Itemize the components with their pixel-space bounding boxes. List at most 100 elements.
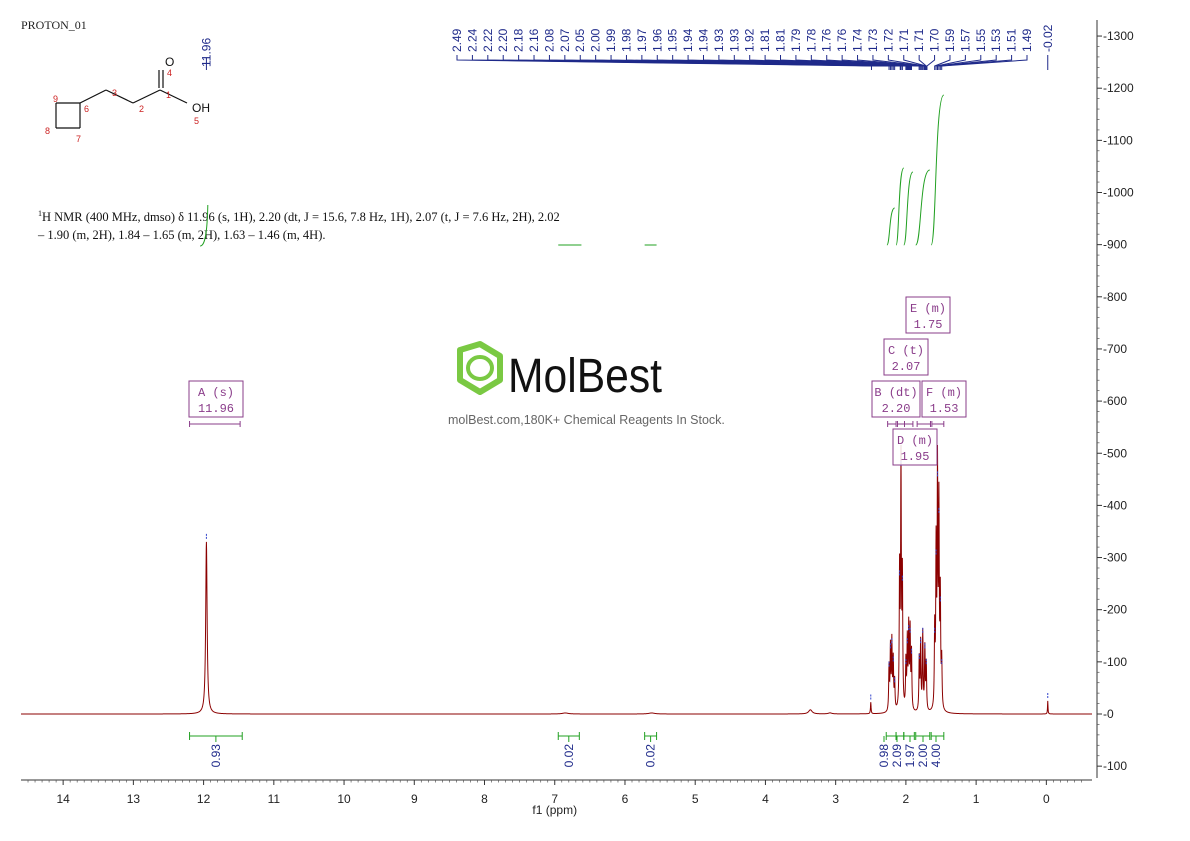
peak-label: 2.05 [573,28,587,52]
peak-label: 2.22 [481,28,495,52]
atom-number-9: 9 [53,94,58,104]
integral-value: 0.02 [644,744,658,768]
y-tick-label: -300 [1103,551,1127,565]
atom-number-5: 5 [194,116,199,126]
y-tick-label: -400 [1103,498,1127,512]
peak-label: 2.16 [527,28,541,52]
peak-label-leader [872,55,926,70]
y-axis: -100 -0 -100 -200 -300 -400 -500 -600 -700 -800 -9… [1096,20,1134,778]
multiplet-type: D (m) [897,434,933,448]
integral-curve [915,169,931,246]
integral-curve [903,171,914,246]
peak-label: 1.71 [912,28,926,52]
x-tick-label: 14 [56,792,70,806]
peak-label-leader [857,55,925,70]
y-tick-label: -200 [1103,603,1127,617]
spectrum-id-label: PROTON_01 [21,18,87,32]
peak-label: 1.76 [835,28,849,52]
x-tick-label: 8 [481,792,488,806]
peak-label-leader [934,55,951,70]
multiplet-shift: 1.75 [914,318,943,332]
integral-value: 0.93 [209,744,223,768]
multiplet-label-f: F (m) 1.53 [921,380,967,427]
y-tick-label: -800 [1103,290,1127,304]
y-tick-label: -1100 [1103,133,1133,147]
atom-oh-label: OH [192,101,210,115]
y-tick-label: -100 [1103,655,1127,669]
integral-value: 4.00 [929,744,943,768]
multiplet-shift: 2.07 [892,360,921,374]
peak-label: 1.57 [958,28,972,52]
atom-number-6: 6 [84,104,89,114]
x-tick-label: 0 [1043,792,1050,806]
nmr-summary-text: 1H NMR (400 MHz, dmso) δ 11.96 (s, 1H), … [38,205,598,244]
multiplet-type: F (m) [926,386,962,400]
x-tick-label: 3 [832,792,839,806]
multiplet-label-b: B (dt) 2.20 [871,380,921,427]
multiplet-type: A (s) [198,386,234,400]
peak-label: 1.94 [681,28,695,52]
peak-label-leader [939,55,1013,70]
multiplet-shift: 2.20 [882,402,911,416]
atom-o-label: O [165,55,174,69]
peak-label: 1.94 [696,28,710,52]
peak-label-leader [941,55,1028,70]
multiplet-box [188,380,244,418]
peak-label: 1.74 [851,28,865,52]
peak-label: 1.73 [866,28,880,52]
peak-label: 2.07 [558,28,572,52]
peak-label: 1.70 [928,28,942,52]
peak-label: 1.71 [897,28,911,52]
x-axis: 14 13 12 11 10 9 8 7 6 5 4 3 2 1 0f1 (ppm) [21,779,1092,817]
multiplet-label-c: C (t) 2.07 [883,338,929,427]
peak-label: 1.93 [712,28,726,52]
molbest-logo: MolBest [457,341,662,403]
peak-label: 2.24 [465,28,479,52]
summary-line-1-text: H NMR (400 MHz, dmso) δ 11.96 (s, 1H), 2… [42,210,560,225]
y-tick-label: -100 [1103,759,1127,773]
multiplet-label-a: A (s) 11.96 [188,380,244,427]
atom-number-8: 8 [45,126,50,136]
multiplet-box [871,380,921,418]
multiplet-shift: 1.95 [901,450,930,464]
peak-label-leader [810,55,922,70]
peak-label: -0.02 [1041,24,1055,52]
multiplet-label-e: E (m) 1.75 [905,296,951,427]
x-tick-label: 5 [692,792,699,806]
multiplet-box [921,380,967,418]
peak-label: 1.72 [881,28,895,52]
multiplet-type: E (m) [910,302,946,316]
x-tick-label: 12 [197,792,211,806]
integral-value: 2.00 [916,744,930,768]
peak-label: 2.08 [542,28,556,52]
molecule-structure: O OH 1 2 3 4 5 6 7 8 9 [45,55,210,144]
peak-label-leader [918,55,927,70]
integral-value: 0.02 [562,744,576,768]
peak-label: 1.78 [804,28,818,52]
peak-label: 1.98 [619,28,633,52]
y-tick-label: -500 [1103,446,1127,460]
peak-label: 1.81 [774,28,788,52]
integral-curve [895,167,905,246]
integral-curve [199,204,209,247]
x-tick-label: 11 [268,792,281,806]
peak-label: 11.96 [199,38,213,67]
multiplet-annotations: A (s) 11.96 B (dt) 2.20 C (t) 2.07 D (m) 1.95 E … [188,296,967,466]
peak-label: 1.97 [635,28,649,52]
y-tick-label: -600 [1103,394,1127,408]
peak-label: 1.49 [1020,28,1034,52]
y-tick-label: -1300 [1103,29,1134,43]
peak-labels: 11.96 -0.022.49 2.24 2.22 2.20 2.18 2.16 2.08 2.… [199,24,1055,70]
atom-number-3: 3 [112,88,117,98]
peak-label: 1.51 [1005,28,1019,52]
y-tick-label: -1200 [1103,81,1134,95]
peak-label: 2.20 [496,28,510,52]
x-tick-label: 6 [622,792,629,806]
peak-label-leader [938,55,997,70]
peak-label: 1.59 [943,28,957,52]
summary-line-2: – 1.90 (m, 2H), 1.84 – 1.65 (m, 2H), 1.6… [38,228,326,243]
x-tick-label: 4 [762,792,769,806]
integral-value: 1.97 [903,744,917,768]
peak-label-leader [935,55,966,70]
multiplet-box [883,338,929,376]
